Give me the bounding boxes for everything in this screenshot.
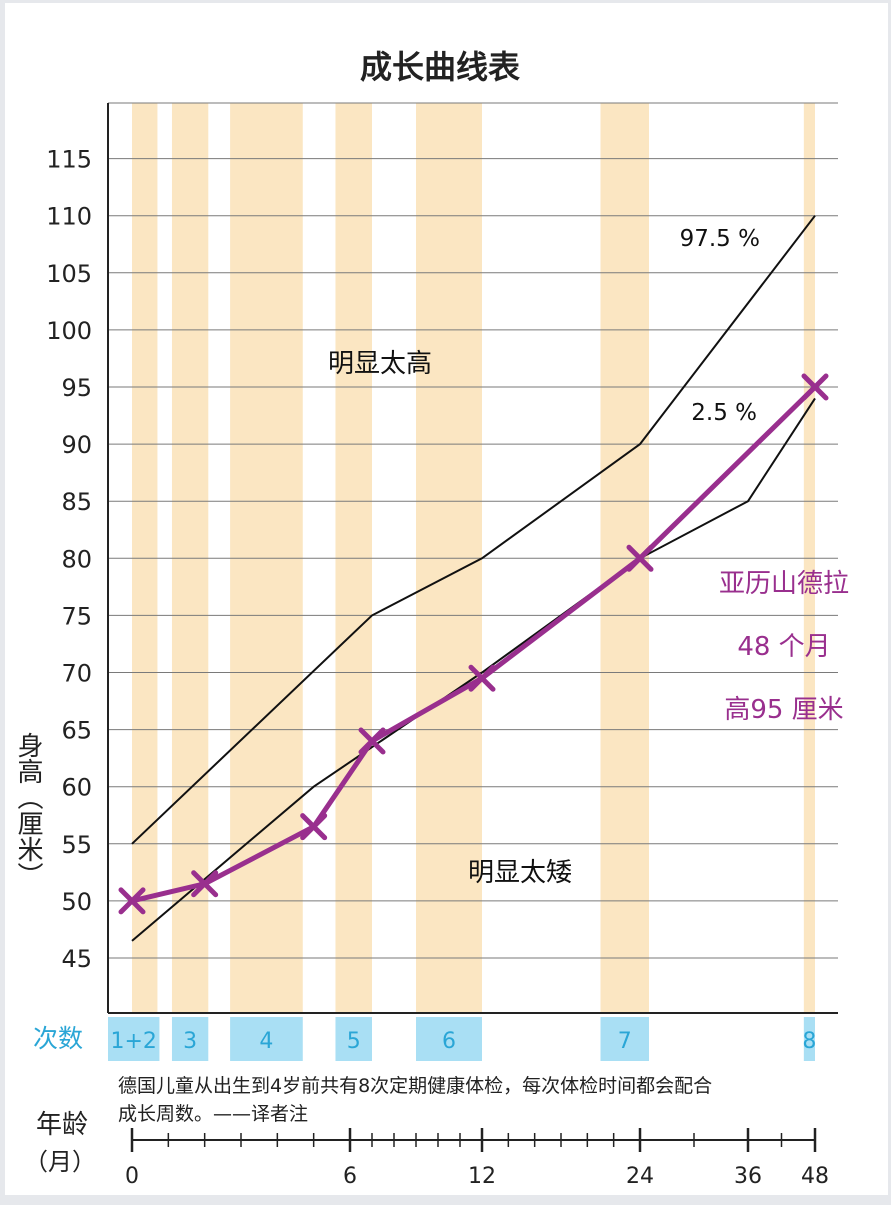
percentile-label: 2.5 % <box>691 400 757 426</box>
chart-title: 成长曲线表 <box>360 48 520 86</box>
checkup-box <box>108 1017 160 1061</box>
age-tick-label: 24 <box>626 1164 654 1189</box>
y-tick-labels: 45 50 55 60 65 70 75 80 85 90 95 100 105 110 115 <box>46 146 92 973</box>
checkup-box <box>230 1017 303 1061</box>
percentile-curve <box>131 215 816 845</box>
checkup-label: 1+2 <box>110 1029 156 1054</box>
checkup-label: 4 <box>259 1029 273 1054</box>
checkup-box <box>416 1017 482 1061</box>
age-axis: 年龄 （月） 0 6 12 24 36 48 <box>24 1110 829 1189</box>
checkup-label: 3 <box>183 1029 197 1054</box>
age-tick-label: 0 <box>125 1164 139 1189</box>
data-point <box>801 373 829 401</box>
checkup-boxes: 1+2 3 4 5 6 7 8 次数 <box>33 1017 816 1061</box>
percentile-label: 97.5 % <box>680 226 760 252</box>
age-axis-unit: （月） <box>24 1148 96 1176</box>
y-tick-label: 60 <box>61 774 92 802</box>
checkup-box <box>803 1017 815 1061</box>
y-tick-label: 70 <box>61 660 92 688</box>
y-tick-label: 95 <box>61 374 92 402</box>
footnote-line: 德国儿童从出生到4岁前共有8次定期健康体检，每次体检时间都会配合 <box>118 1075 712 1097</box>
gridlines <box>108 102 838 959</box>
checkup-label: 7 <box>618 1029 632 1054</box>
y-tick-label: 55 <box>61 831 92 859</box>
footnote-line: 成长周数。——译者注 <box>118 1103 308 1125</box>
data-point <box>468 664 496 692</box>
y-tick-label: 105 <box>46 260 92 288</box>
child-series <box>118 373 829 915</box>
y-tick-label: 85 <box>61 488 92 516</box>
y-tick-label: 50 <box>61 888 92 916</box>
y-tick-label: 90 <box>61 431 92 459</box>
child-annotation-line: 亚历山德拉 <box>719 569 849 599</box>
checkup-label: 5 <box>347 1029 361 1054</box>
age-tick-label: 36 <box>734 1164 762 1189</box>
age-axis-label: 年龄 <box>36 1110 88 1140</box>
y-tick-label: 75 <box>61 602 92 630</box>
age-tick-label: 6 <box>343 1164 357 1189</box>
data-point <box>300 813 328 841</box>
region-label-below: 明显太矮 <box>468 858 572 888</box>
region-label-above: 明显太高 <box>328 349 432 379</box>
child-annotation-line: 高95 厘米 <box>724 695 843 725</box>
y-tick-label: 80 <box>61 545 92 573</box>
child-annotation-line: 48 个月 <box>737 632 830 662</box>
data-point <box>626 544 654 572</box>
checkup-label: 6 <box>442 1029 456 1054</box>
y-tick-label: 115 <box>46 146 92 174</box>
y-axis-label: 身高（厘米） <box>13 732 43 888</box>
data-point <box>358 727 386 755</box>
checkup-box <box>335 1017 372 1061</box>
y-tick-label: 45 <box>61 945 92 973</box>
data-point <box>191 870 219 898</box>
y-tick-label: 65 <box>61 717 92 745</box>
checkup-axis-label: 次数 <box>33 1024 83 1053</box>
age-tick-label: 48 <box>801 1164 829 1189</box>
y-tick-label: 110 <box>46 203 92 231</box>
checkup-box <box>171 1017 209 1061</box>
data-point <box>118 887 146 915</box>
checkup-label: 8 <box>802 1029 816 1054</box>
age-tick-label: 12 <box>468 1164 496 1189</box>
checkup-box <box>600 1017 649 1061</box>
y-tick-label: 100 <box>46 317 92 345</box>
